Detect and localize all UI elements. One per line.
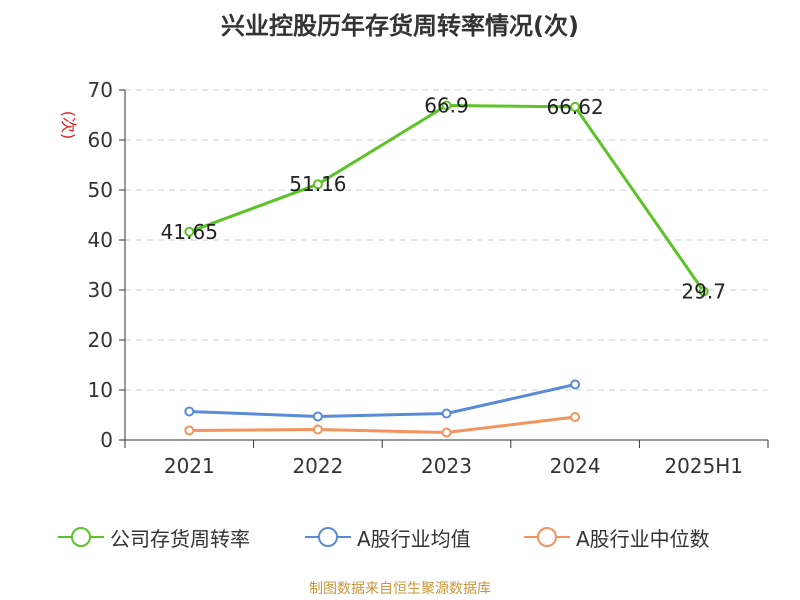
data-point [312,424,323,435]
data-label: 66.9 [424,94,469,118]
data-point [184,425,195,436]
legend-circle [537,527,557,547]
axes: 0 10 20 30 40 50 60 70 2021 2022 2023 2024 2025H1 [88,78,769,478]
legend-circle [71,527,91,547]
source-note: 制图数据来自恒生聚源数据库 [309,581,491,597]
data-labels: 41.65 51.16 66.9 66.62 29.7 [161,94,726,304]
legend-item-3[interactable]: A股行业中位数 [524,520,710,554]
series-lines [184,100,709,438]
data-point [312,179,323,190]
grid-lines [125,89,768,391]
data-label: 29.7 [681,280,726,304]
series-line-2 [189,383,576,418]
legend-item-2[interactable]: A股行业均值 [305,520,471,554]
y-tick-label: 70 [88,78,113,102]
series-line-3 [189,415,576,434]
y-tick-label: 40 [88,228,113,252]
y-tick-label: 60 [88,128,113,152]
data-label: 66.62 [546,95,603,119]
data-point [184,406,195,417]
data-point [698,286,709,297]
y-tick-label: 20 [88,328,113,352]
data-point [570,412,581,422]
data-point [441,427,452,438]
x-tick-label: 2024 [550,454,601,478]
x-tick-label: 2022 [292,454,343,478]
y-tick-label: 30 [88,278,113,302]
x-tick-label: 2023 [421,454,472,478]
series-line-1 [188,104,705,293]
legend-label: 公司存货周转率 [110,526,250,551]
legend-label: A股行业中位数 [576,526,710,551]
legend-circle [318,527,338,547]
legend-marker-icon [58,527,104,547]
data-point [570,101,581,112]
x-tick-label: 2025H1 [664,454,743,478]
data-point [184,226,195,237]
x-tick-label: 2021 [164,454,215,478]
data-point [312,411,323,422]
legend-marker-icon [305,527,351,547]
data-point [441,408,452,419]
data-label: 51.16 [289,172,346,196]
y-tick-label: 10 [88,378,113,402]
chart-title: 兴业控股历年存货周转率情况(次) [221,12,579,40]
y-tick-label: 50 [88,178,113,202]
legend: 公司存货周转率 A股行业均值 A股行业中位数 [0,520,800,554]
y-axis-label: (次) [59,111,78,140]
data-label: 41.65 [161,220,218,244]
legend-label: A股行业均值 [357,526,471,551]
legend-marker-icon [524,527,570,547]
y-tick-label: 0 [100,428,113,452]
legend-item-1[interactable]: 公司存货周转率 [58,520,250,554]
data-point [570,379,581,390]
data-point [441,100,452,111]
